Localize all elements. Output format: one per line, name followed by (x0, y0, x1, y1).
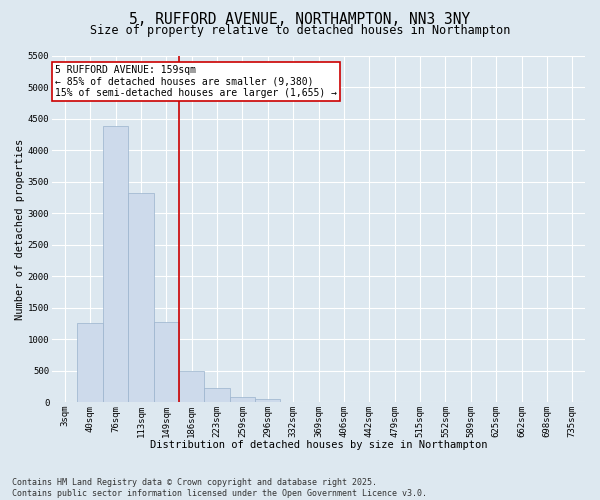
Text: Contains HM Land Registry data © Crown copyright and database right 2025.
Contai: Contains HM Land Registry data © Crown c… (12, 478, 427, 498)
Bar (230, 396, 255, 402)
X-axis label: Distribution of detached houses by size in Northampton: Distribution of detached houses by size … (150, 440, 487, 450)
Bar (154, 322, 179, 402)
Bar (103, 126, 128, 402)
Y-axis label: Number of detached properties: Number of detached properties (15, 138, 25, 320)
Bar (128, 193, 154, 402)
Bar (255, 399, 280, 402)
Bar (179, 370, 205, 402)
Bar (205, 388, 230, 402)
Text: 5 RUFFORD AVENUE: 159sqm
← 85% of detached houses are smaller (9,380)
15% of sem: 5 RUFFORD AVENUE: 159sqm ← 85% of detach… (55, 64, 337, 98)
Text: Size of property relative to detached houses in Northampton: Size of property relative to detached ho… (90, 24, 510, 37)
Bar (77, 323, 103, 402)
Text: 5, RUFFORD AVENUE, NORTHAMPTON, NN3 3NY: 5, RUFFORD AVENUE, NORTHAMPTON, NN3 3NY (130, 12, 470, 28)
